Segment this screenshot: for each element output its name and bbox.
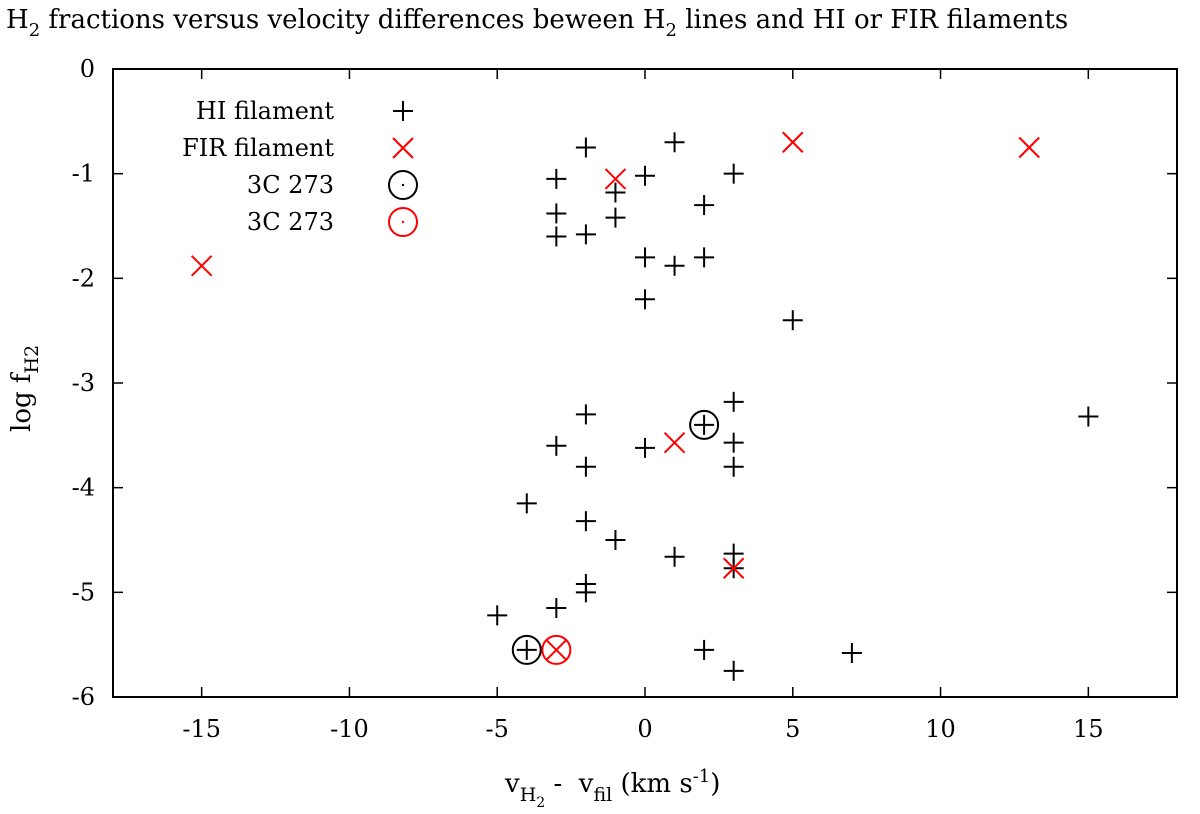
- data-point-plus: [546, 598, 567, 619]
- legend-marker: [392, 137, 414, 159]
- x-tick-label: 15: [1073, 715, 1104, 743]
- data-point-plus: [664, 132, 685, 153]
- x-tick: -5: [486, 69, 509, 743]
- data-point-plus: [723, 391, 744, 412]
- y-tick: 0: [80, 55, 1177, 83]
- legend-entry: HI filament: [196, 97, 413, 125]
- data-point-plus: [664, 255, 685, 276]
- series-0: [487, 132, 1099, 681]
- y-tick-label: -6: [72, 683, 95, 711]
- data-point-plus: [635, 165, 655, 186]
- data-point-plus: [782, 310, 803, 331]
- y-axis: 0 -1 -2 -3 -4 -5 -6: [72, 55, 1177, 711]
- data-point-plus: [841, 643, 862, 664]
- y-tick-label: -2: [72, 264, 95, 292]
- x-tick-label: -15: [182, 715, 221, 743]
- y-tick: -3: [72, 369, 1177, 397]
- x-tick: 0: [637, 69, 653, 743]
- data-point-plus: [575, 137, 596, 158]
- data-point-plus: [487, 605, 508, 626]
- series-3: [541, 634, 572, 665]
- legend-label: 3C 273: [247, 171, 334, 199]
- y-tick: -1: [72, 160, 1177, 188]
- data-point-plus: [546, 203, 567, 224]
- x-tick: 5: [785, 69, 800, 743]
- data-point-plus: [575, 224, 596, 245]
- data-point-plus: [723, 163, 744, 184]
- x-axis-label: vH2 - vfil (km s-1): [504, 766, 720, 811]
- data-point-plus: [635, 247, 655, 268]
- y-tick: -6: [72, 683, 1177, 711]
- x-tick: 10: [925, 69, 956, 743]
- x-tick: -10: [330, 69, 369, 743]
- x-tick-label: 10: [925, 715, 956, 743]
- data-point-plus: [694, 639, 715, 660]
- data-point-circle: [689, 409, 720, 440]
- x-tick-label: -5: [486, 715, 509, 743]
- data-point-plus: [516, 493, 537, 514]
- data-point-plus: [664, 546, 685, 567]
- data-point-cross: [604, 168, 627, 190]
- data-point-cross: [190, 255, 213, 277]
- data-point-plus: [575, 456, 596, 477]
- data-point-cross: [663, 431, 686, 454]
- y-tick-label: -5: [72, 578, 95, 606]
- data-point-plus: [546, 226, 567, 247]
- y-tick: -2: [72, 264, 1177, 292]
- data-point-plus: [694, 195, 715, 216]
- series-1: [190, 131, 1040, 661]
- data-point-plus: [1078, 406, 1099, 427]
- data-point-plus: [605, 530, 626, 550]
- y-tick: -4: [72, 474, 1177, 502]
- y-tick-label: -1: [72, 160, 95, 188]
- data-point-plus: [575, 582, 596, 603]
- data-point-plus: [723, 660, 744, 681]
- y-axis-label: log fH2: [7, 345, 43, 432]
- x-tick-label: 5: [785, 715, 800, 743]
- data-point-plus: [723, 432, 744, 453]
- data-point-plus: [575, 511, 596, 532]
- data-point-circle: [541, 634, 572, 665]
- legend-marker: [393, 101, 413, 121]
- legend-label: 3C 273: [247, 208, 334, 236]
- x-tick-label: 0: [637, 715, 652, 743]
- data-point-plus: [635, 437, 655, 458]
- data-point-circle: [511, 634, 542, 665]
- data-point-plus: [575, 404, 596, 425]
- data-point-cross: [782, 131, 804, 153]
- data-point-plus: [546, 435, 567, 456]
- y-tick-label: -4: [72, 474, 95, 502]
- y-tick-label: 0: [80, 55, 95, 83]
- legend: HI filament FIR filament 3C 273 3C 273: [182, 97, 418, 237]
- x-tick: -15: [182, 69, 221, 743]
- legend-label: HI filament: [196, 97, 334, 125]
- data-point-plus: [723, 456, 744, 477]
- data-point-cross: [1018, 136, 1040, 159]
- data-point-cross: [722, 557, 745, 579]
- legend-marker: [388, 170, 418, 200]
- x-tick: 15: [1073, 69, 1104, 743]
- legend-entry: 3C 273: [247, 207, 418, 237]
- data-point-plus: [694, 247, 715, 268]
- data-marks: [190, 131, 1099, 681]
- data-point-plus: [605, 207, 626, 228]
- y-tick-label: -3: [72, 369, 95, 397]
- y-tick: -5: [72, 578, 1177, 606]
- x-tick-label: -10: [330, 715, 369, 743]
- data-point-plus: [546, 168, 567, 189]
- series-2: [511, 409, 720, 665]
- data-point-plus: [605, 182, 626, 203]
- chart-title: H2 fractions versus velocity differences…: [6, 5, 1068, 41]
- legend-entry: 3C 273: [247, 170, 418, 200]
- x-axis: -15 -10 -5 0 5 10 15: [182, 69, 1104, 743]
- plot-frame: [112, 68, 1178, 698]
- legend-entry: FIR filament: [182, 134, 414, 162]
- data-point-plus: [635, 289, 655, 310]
- legend-label: FIR filament: [182, 134, 334, 162]
- legend-marker: [388, 207, 418, 237]
